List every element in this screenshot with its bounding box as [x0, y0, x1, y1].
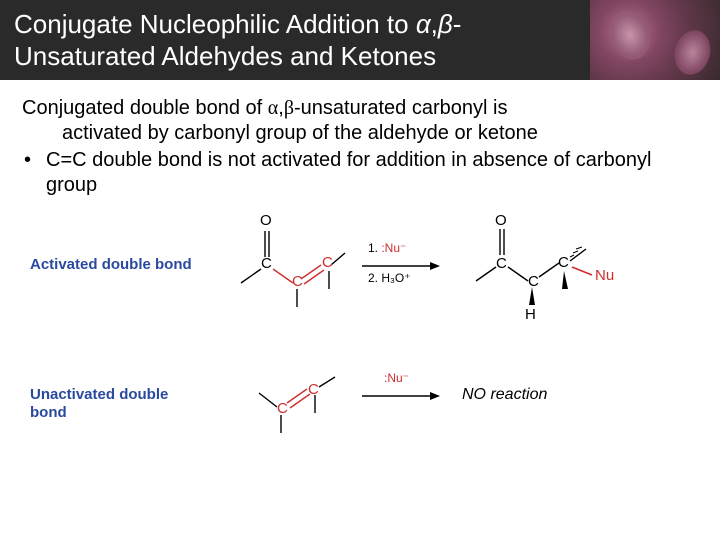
paragraph-1-indent: activated by carbonyl group of the aldeh… — [22, 121, 698, 146]
title-suffix: - — [453, 9, 462, 39]
product-1-C1: C — [496, 255, 507, 272]
paragraph-1: Conjugated double bond of α,β-unsaturate… — [22, 96, 698, 146]
unactivated-label-1: Unactivated double — [30, 386, 168, 403]
product-1-O: O — [495, 212, 507, 229]
unactivated-label-2: bond — [30, 404, 67, 421]
product-1-Nu: Nu — [595, 267, 614, 284]
title-line2: Unsaturated Aldehydes and Ketones — [14, 41, 436, 71]
step2-text: 2. H₃O⁺ — [368, 271, 411, 285]
body-text: Conjugated double bond of α,β-unsaturate… — [22, 96, 698, 198]
paragraph-2: C=C double bond is not activated for add… — [46, 148, 698, 198]
bullet-dot: • — [22, 148, 46, 173]
reactant-2-C2: C — [308, 381, 319, 398]
title-prefix: Conjugate Nucleophilic Addition to — [14, 9, 416, 39]
decorative-flower — [590, 0, 720, 80]
title-alpha: α — [416, 9, 431, 39]
product-1-H: H — [525, 306, 536, 323]
reactant-2-svg — [237, 371, 347, 451]
title-beta: β — [438, 9, 453, 39]
slide-title: Conjugate Nucleophilic Addition to α,β- … — [0, 8, 461, 73]
reactant-1-C2: C — [292, 273, 303, 290]
title-bar: Conjugate Nucleophilic Addition to α,β- … — [0, 0, 720, 80]
step-nu-2: :Nu⁻ — [384, 371, 409, 385]
no-reaction-text: NO reaction — [462, 386, 547, 404]
reactant-2-C1: C — [277, 400, 288, 417]
reactant-1-O: O — [260, 212, 272, 229]
step1-text: 1. :Nu⁻ — [368, 241, 406, 255]
product-1-C3: C — [558, 254, 569, 271]
title-comma: , — [431, 9, 438, 39]
diagram-area: Activated double bond Unactivated double… — [22, 216, 698, 516]
reactant-1-C1: C — [261, 255, 272, 272]
activated-label: Activated double bond — [30, 256, 192, 273]
bullet-2: • C=C double bond is not activated for a… — [22, 148, 698, 198]
content-area: Conjugated double bond of α,β-unsaturate… — [0, 80, 720, 526]
product-1-C2: C — [528, 273, 539, 290]
arrow-2-svg — [362, 386, 442, 406]
reactant-1-C3: C — [322, 254, 333, 271]
